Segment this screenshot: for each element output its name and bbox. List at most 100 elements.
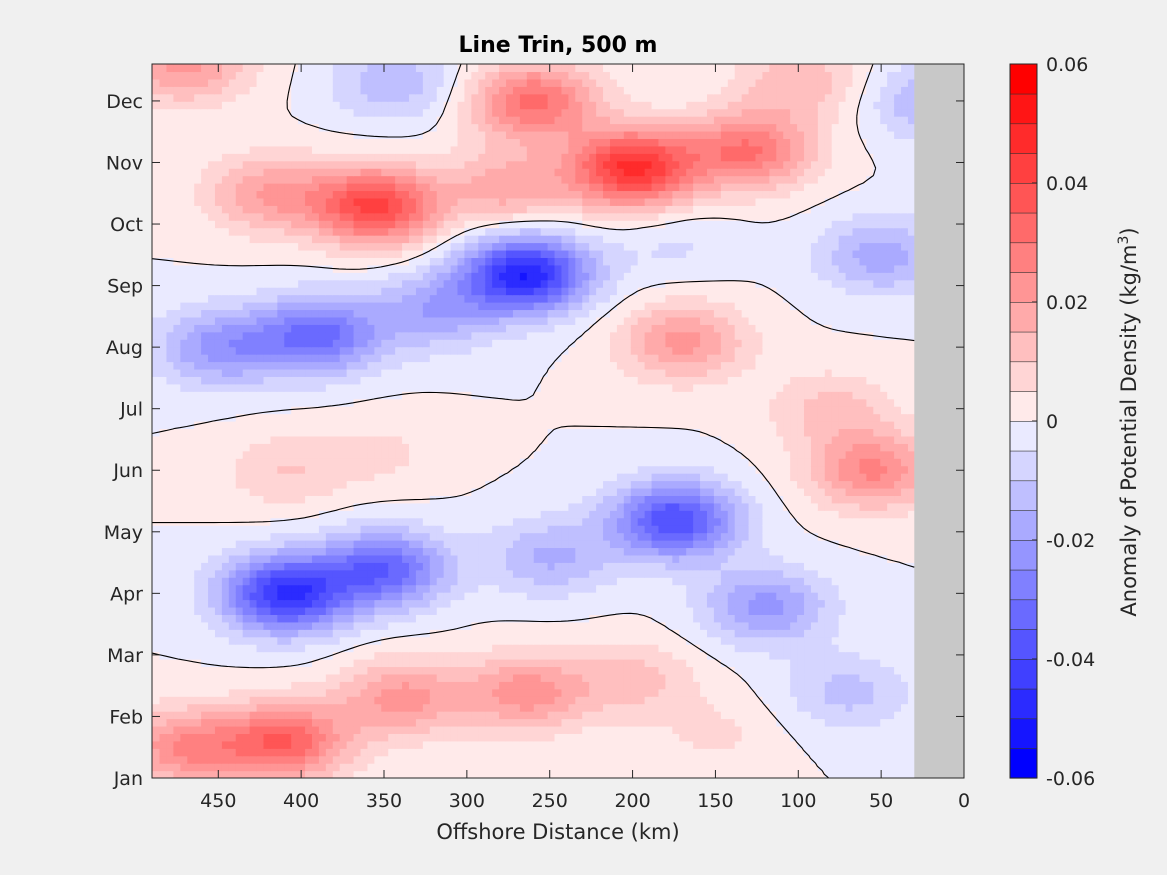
contour-cell (893, 748, 902, 757)
contour-cell (872, 480, 881, 489)
contour-cell (505, 733, 513, 742)
contour-cell (366, 443, 375, 452)
contour-cell (401, 540, 410, 549)
contour-cell (158, 688, 167, 697)
contour-cell (567, 696, 576, 705)
contour-cell (567, 666, 576, 675)
contour-cell (387, 725, 396, 734)
contour-cell (276, 666, 285, 675)
contour-cell (547, 473, 555, 482)
contour-cell (158, 480, 167, 489)
contour-cell (886, 562, 895, 571)
contour-cell (754, 525, 763, 534)
contour-cell (325, 725, 333, 734)
contour-cell (692, 569, 701, 578)
contour-cell (851, 748, 860, 757)
contour-cell (678, 592, 687, 601)
contour-cell (886, 740, 895, 749)
contour-cell (498, 673, 507, 682)
contour-cell (858, 443, 867, 452)
contour-cell (803, 540, 811, 549)
contour-cell (754, 592, 763, 601)
contour-cell (540, 525, 548, 534)
contour-cell (373, 502, 382, 511)
contour-cell (782, 584, 791, 593)
contour-cell (851, 696, 860, 705)
contour-cell (214, 659, 222, 668)
contour-cell (235, 554, 243, 563)
contour-cell (304, 458, 312, 467)
contour-cell (727, 621, 735, 630)
contour-cell (706, 725, 714, 734)
contour-cell (186, 725, 195, 734)
contour-cell (200, 473, 209, 482)
contour-cell (373, 495, 382, 504)
contour-cell (526, 733, 534, 742)
contour-cell (741, 577, 749, 586)
contour-cell (380, 733, 389, 742)
contour-cell (519, 502, 527, 511)
contour-cell (158, 659, 167, 668)
contour-cell (242, 577, 250, 586)
contour-cell (782, 681, 791, 690)
contour-cell (325, 592, 333, 601)
contour-cell (339, 770, 347, 778)
contour-cell (858, 644, 867, 653)
contour-cell (491, 733, 500, 742)
contour-cell (422, 532, 430, 541)
contour-cell (533, 554, 541, 563)
contour-cell (803, 554, 811, 563)
contour-cell (304, 733, 312, 742)
contour-cell (352, 495, 361, 504)
contour-cell (609, 748, 617, 757)
contour-cell (547, 532, 555, 541)
contour-cell (359, 480, 368, 489)
contour-cell (623, 532, 631, 541)
contour-cell (595, 473, 604, 482)
contour-cell (255, 606, 264, 615)
contour-cell (803, 621, 811, 630)
contour-cell (761, 666, 770, 675)
contour-cell (872, 592, 881, 601)
contour-cell (290, 599, 299, 608)
contour-cell (422, 473, 430, 482)
contour-cell (408, 651, 416, 660)
contour-cell (824, 673, 832, 682)
contour-cell (699, 584, 707, 593)
contour-cell (851, 592, 860, 601)
contour-cell (678, 569, 687, 578)
contour-cell (200, 458, 209, 467)
contour-cell (817, 629, 825, 638)
contour-cell (193, 718, 202, 727)
contour-cell (221, 703, 229, 712)
contour-cell (630, 584, 638, 593)
contour-cell (276, 770, 285, 778)
contour-cell (311, 763, 319, 772)
contour-cell (817, 621, 825, 630)
contour-cell (678, 465, 687, 474)
contour-cell (297, 681, 306, 690)
contour-cell (394, 621, 403, 630)
contour-cell (512, 562, 520, 571)
contour-cell (165, 606, 174, 615)
contour-cell (207, 644, 215, 653)
contour-cell (172, 517, 181, 526)
contour-cell (540, 703, 548, 712)
contour-cell (456, 763, 465, 772)
contour-cell (831, 495, 839, 504)
contour-cell (533, 547, 541, 556)
contour-cell (844, 681, 853, 690)
contour-cell (616, 487, 624, 496)
contour-cell (249, 703, 257, 712)
contour-cell (242, 673, 250, 682)
contour-cell (803, 495, 811, 504)
contour-cell (373, 666, 382, 675)
contour-cell (637, 502, 645, 511)
contour-cell (352, 733, 361, 742)
contour-cell (644, 703, 652, 712)
contour-cell (838, 636, 846, 645)
contour-cell (394, 473, 403, 482)
contour-cell (685, 651, 694, 660)
contour-cell (380, 711, 389, 720)
contour-cell (602, 606, 610, 615)
